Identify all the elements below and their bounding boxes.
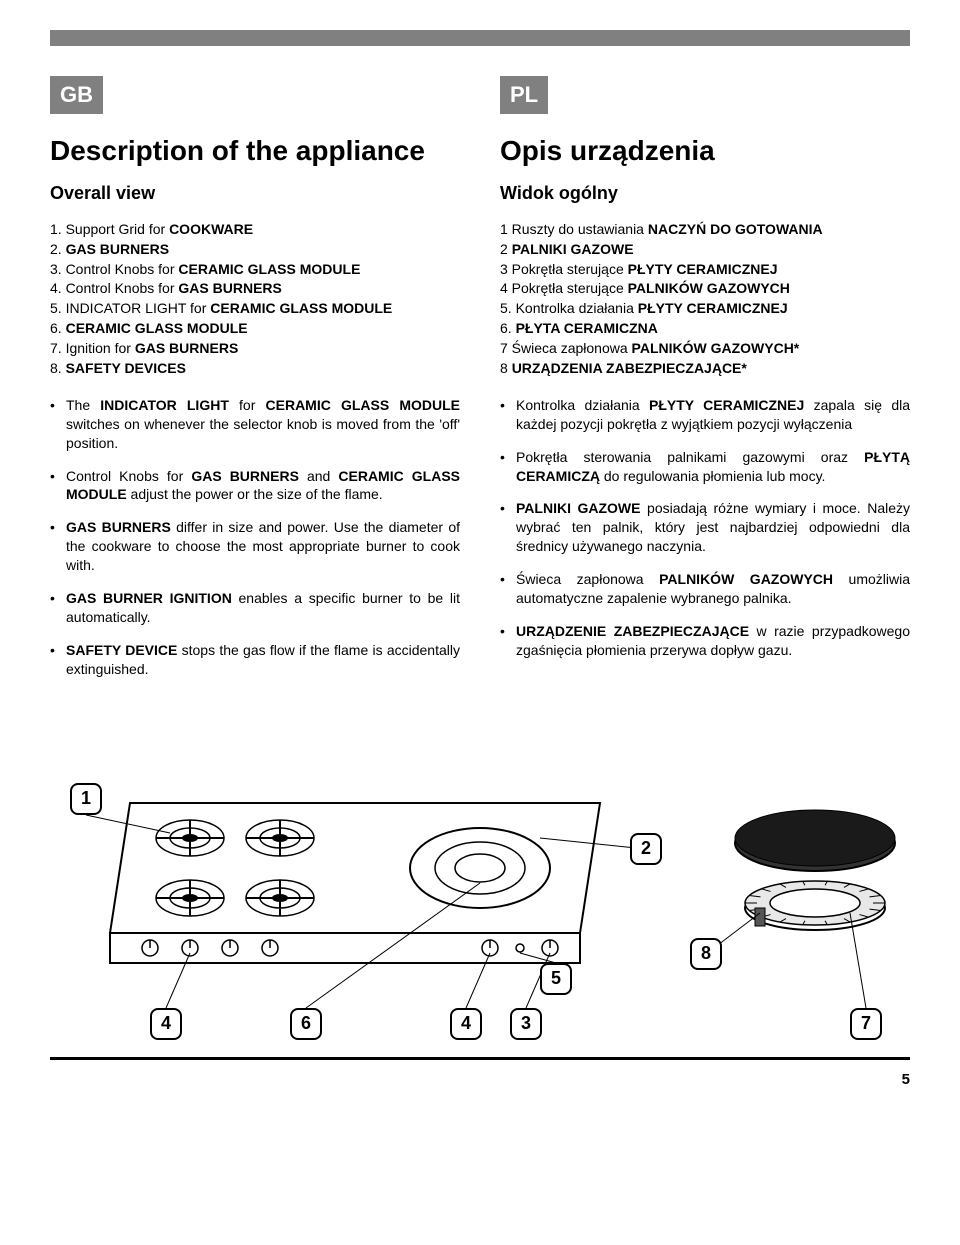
list-item: 4 Pokrętła sterujące PALNIKÓW GAZOWYCH: [500, 279, 910, 298]
lang-badge-gb: GB: [50, 76, 103, 114]
list-item: 1 Ruszty do ustawiania NACZYŃ DO GOTOWAN…: [500, 220, 910, 239]
list-item: 4. Control Knobs for GAS BURNERS: [50, 279, 460, 298]
bullet-item: •GAS BURNER IGNITION enables a specific …: [50, 589, 460, 627]
bullet-list-left: •The INDICATOR LIGHT for CERAMIC GLASS M…: [50, 396, 460, 679]
bullet-item: •PALNIKI GAZOWE posiadają różne wymiary …: [500, 499, 910, 556]
callout-4: 4: [150, 1008, 182, 1040]
page-number: 5: [50, 1070, 910, 1090]
callout-5: 5: [540, 963, 572, 995]
column-left: GB Description of the appliance Overall …: [50, 76, 460, 693]
list-item: 7 Świeca zapłonowa PALNIKÓW GAZOWYCH*: [500, 339, 910, 358]
numbered-list-left: 1. Support Grid for COOKWARE2. GAS BURNE…: [50, 220, 460, 378]
bullet-item: •Pokrętła sterowania palnikami gazowymi …: [500, 448, 910, 486]
appliance-diagram: 128546437: [50, 753, 910, 1053]
list-item: 2 PALNIKI GAZOWE: [500, 240, 910, 259]
bullet-item: •URZĄDZENIE ZABEZPIECZAJĄCE w razie przy…: [500, 622, 910, 660]
bullet-item: •Control Knobs for GAS BURNERS and CERAM…: [50, 467, 460, 505]
callout-4: 4: [450, 1008, 482, 1040]
callout-7: 7: [850, 1008, 882, 1040]
content-columns: GB Description of the appliance Overall …: [50, 76, 910, 693]
list-item: 5. INDICATOR LIGHT for CERAMIC GLASS MOD…: [50, 299, 460, 318]
column-right: PL Opis urządzenia Widok ogólny 1 Ruszty…: [500, 76, 910, 693]
list-item: 3. Control Knobs for CERAMIC GLASS MODUL…: [50, 260, 460, 279]
callout-1: 1: [70, 783, 102, 815]
subtitle-right: Widok ogólny: [500, 181, 910, 205]
diagram-svg: [50, 753, 910, 1053]
title-right: Opis urządzenia: [500, 132, 910, 170]
callout-2: 2: [630, 833, 662, 865]
list-item: 3 Pokrętła sterujące PŁYTY CERAMICZNEJ: [500, 260, 910, 279]
list-item: 1. Support Grid for COOKWARE: [50, 220, 460, 239]
bullet-item: •The INDICATOR LIGHT for CERAMIC GLASS M…: [50, 396, 460, 453]
numbered-list-right: 1 Ruszty do ustawiania NACZYŃ DO GOTOWAN…: [500, 220, 910, 378]
footer-bar: [50, 1057, 910, 1060]
list-item: 2. GAS BURNERS: [50, 240, 460, 259]
callout-8: 8: [690, 938, 722, 970]
bullet-list-right: •Kontrolka działania PŁYTY CERAMICZNEJ z…: [500, 396, 910, 660]
lang-badge-pl: PL: [500, 76, 548, 114]
subtitle-left: Overall view: [50, 181, 460, 205]
list-item: 8 URZĄDZENIA ZABEZPIECZAJĄCE*: [500, 359, 910, 378]
list-item: 7. Ignition for GAS BURNERS: [50, 339, 460, 358]
callout-6: 6: [290, 1008, 322, 1040]
list-item: 6. CERAMIC GLASS MODULE: [50, 319, 460, 338]
bullet-item: •SAFETY DEVICE stops the gas flow if the…: [50, 641, 460, 679]
bullet-item: •Kontrolka działania PŁYTY CERAMICZNEJ z…: [500, 396, 910, 434]
list-item: 8. SAFETY DEVICES: [50, 359, 460, 378]
bullet-item: •Świeca zapłonowa PALNIKÓW GAZOWYCH umoż…: [500, 570, 910, 608]
title-left: Description of the appliance: [50, 132, 460, 170]
list-item: 6. PŁYTA CERAMICZNA: [500, 319, 910, 338]
list-item: 5. Kontrolka działania PŁYTY CERAMICZNEJ: [500, 299, 910, 318]
top-bar: [50, 30, 910, 46]
callout-3: 3: [510, 1008, 542, 1040]
bullet-item: •GAS BURNERS differ in size and power. U…: [50, 518, 460, 575]
